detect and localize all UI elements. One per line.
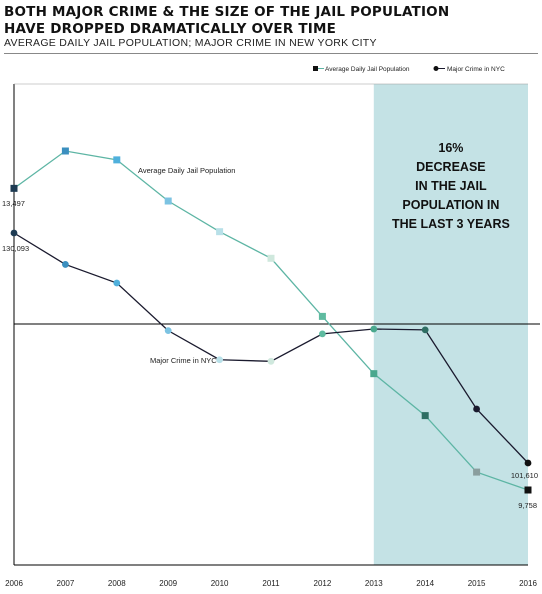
x-tick-label: 2012: [314, 579, 332, 588]
x-tick-label: 2014: [416, 579, 434, 588]
jail-point: [370, 370, 378, 378]
legend-label-jail: Average Daily Jail Population: [325, 66, 410, 73]
crime-point: [473, 405, 480, 413]
crime-point: [319, 330, 326, 338]
crime-point: [421, 326, 429, 334]
crime-point: [524, 459, 532, 467]
highlight-text-line: THE LAST 3 YEARS: [392, 217, 510, 231]
x-tick-label: 2016: [519, 579, 537, 588]
jail-point: [473, 468, 481, 476]
crime-point: [10, 229, 18, 237]
highlight-text-line: DECREASE: [416, 160, 485, 174]
jail-point: [61, 147, 69, 155]
crime-point: [62, 261, 69, 268]
x-tick-label: 2013: [365, 579, 383, 588]
title-divider: [4, 53, 538, 54]
jail-point: [164, 197, 172, 205]
crime-start-label: 130,093: [2, 244, 29, 253]
title-line-2: Have Dropped Dramatically Over Time: [4, 21, 337, 37]
jail-point: [113, 156, 121, 164]
x-tick-label: 2011: [262, 579, 280, 588]
jail-end-label: 9,758: [518, 501, 537, 510]
legend-marker-jail: [313, 66, 318, 71]
jail-start-label: 13,497: [2, 199, 25, 208]
crime-point: [164, 327, 172, 335]
x-tick-label: 2008: [108, 579, 126, 588]
crime-series-label: Major Crime in NYC: [150, 356, 217, 365]
title-line-1: Both Major Crime & the Size of the Jail …: [4, 4, 450, 20]
x-tick-label: 2015: [468, 579, 486, 588]
crime-end-label: 101,610: [511, 471, 538, 480]
highlight-text-line: POPULATION IN: [402, 198, 499, 212]
jail-point: [216, 228, 224, 236]
jail-point: [421, 412, 429, 420]
crime-point: [216, 356, 224, 364]
highlight-text-line: 16%: [438, 141, 463, 155]
jail-point: [318, 312, 326, 320]
legend-marker-crime: [433, 66, 439, 71]
jail-series-label: Average Daily Jail Population: [138, 166, 235, 175]
x-tick-label: 2010: [211, 579, 229, 588]
chart-subtitle: Average Daily Jail Population; Major Cri…: [4, 37, 377, 49]
legend-label-crime: Major Crime in NYC: [447, 66, 505, 73]
chart-title: Both Major Crime & the Size of the Jail …: [4, 4, 540, 38]
crime-point: [370, 325, 378, 333]
x-tick-label: 2006: [5, 579, 23, 588]
x-tick-label: 2009: [159, 579, 177, 588]
crime-point: [267, 357, 275, 365]
crime-point: [113, 279, 121, 287]
highlight-text-line: IN THE JAIL: [415, 179, 487, 193]
jail-point: [10, 184, 18, 192]
x-tick-label: 2007: [57, 579, 75, 588]
jail-point: [267, 254, 275, 262]
jail-point: [524, 486, 532, 494]
